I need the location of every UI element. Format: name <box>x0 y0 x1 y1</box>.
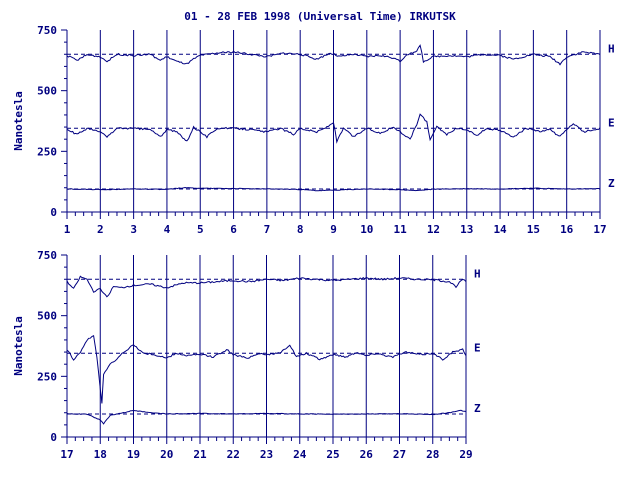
x-tick-label: 28 <box>426 448 439 461</box>
y-tick-label: 250 <box>37 370 57 383</box>
series-label-z: Z <box>474 402 481 415</box>
x-tick-label: 17 <box>593 223 606 236</box>
x-tick-label: 22 <box>227 448 240 461</box>
x-tick-label: 17 <box>60 448 73 461</box>
x-tick-label: 10 <box>360 223 373 236</box>
x-tick-label: 11 <box>394 223 408 236</box>
series-label-z: Z <box>608 177 615 190</box>
x-tick-label: 18 <box>94 448 107 461</box>
y-tick-label: 500 <box>37 85 57 98</box>
x-tick-label: 4 <box>164 223 171 236</box>
x-tick-label: 1 <box>64 223 71 236</box>
y-tick-label: 500 <box>37 310 57 323</box>
y-tick-label: 0 <box>50 431 57 444</box>
y-tick-label: 250 <box>37 145 57 158</box>
x-tick-label: 9 <box>330 223 337 236</box>
series-label-h: H <box>608 42 615 55</box>
x-tick-label: 12 <box>427 223 440 236</box>
y-axis-label: Nanotesla <box>12 316 25 376</box>
x-tick-label: 6 <box>230 223 237 236</box>
y-tick-label: 750 <box>37 249 57 262</box>
x-tick-label: 19 <box>127 448 140 461</box>
series-label-e: E <box>474 341 481 354</box>
x-tick-label: 14 <box>493 223 507 236</box>
series-e-line <box>66 334 467 404</box>
x-tick-label: 8 <box>297 223 304 236</box>
y-tick-label: 750 <box>37 24 57 37</box>
x-tick-label: 20 <box>160 448 173 461</box>
chart-panel-1: 1 2 3 4 5 6 7 8 9 10 11 12 13 14 15 16 170250500750Nanot… <box>12 24 615 236</box>
x-tick-label: 16 <box>560 223 574 236</box>
x-tick-label: 29 <box>459 448 472 461</box>
y-axis-label: Nanotesla <box>12 91 25 151</box>
x-tick-label: 25 <box>326 448 339 461</box>
x-tick-label: 15 <box>527 223 540 236</box>
x-tick-label: 24 <box>293 448 307 461</box>
series-label-h: H <box>474 267 481 280</box>
y-tick-label: 0 <box>50 206 57 219</box>
x-tick-label: 13 <box>460 223 473 236</box>
series-h-line <box>66 275 467 298</box>
x-tick-label: 7 <box>264 223 271 236</box>
x-tick-label: 21 <box>193 448 207 461</box>
x-tick-label: 5 <box>197 223 204 236</box>
x-tick-label: 27 <box>393 448 406 461</box>
series-e-line <box>66 113 601 144</box>
series-h-line <box>66 44 601 66</box>
x-tick-label: 26 <box>360 448 374 461</box>
x-tick-label: 2 <box>97 223 104 236</box>
x-tick-label: 23 <box>260 448 273 461</box>
series-z-line <box>66 409 467 425</box>
chart-panel-2: 17 18 19 20 21 22 23 24 25 26 27 28 29 0 250 500 750 Nano… <box>12 249 481 461</box>
x-tick-label: 3 <box>130 223 137 236</box>
chart-title: 01 - 28 FEB 1998 (Universal Time) IRKUTS… <box>184 10 456 23</box>
series-label-e: E <box>608 116 615 129</box>
series-z-line <box>66 186 601 192</box>
